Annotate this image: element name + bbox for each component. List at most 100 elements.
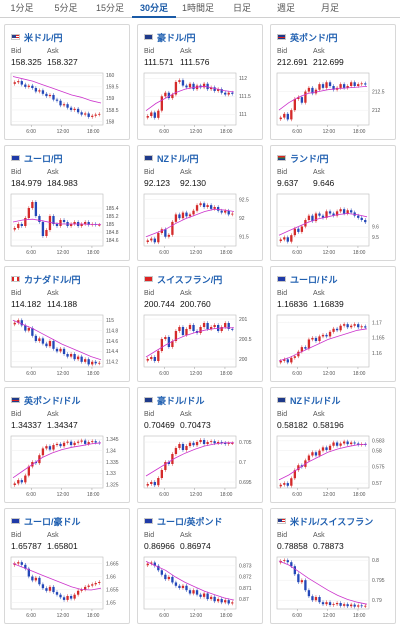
candle-body — [202, 83, 206, 88]
ask-value: 0.58196 — [313, 420, 344, 430]
x-tick-label: 18:00 — [87, 371, 100, 377]
currency-card-6[interactable]: カナダドル/円 Bid Ask 114.182 114.188 115 114.8 114.6… — [4, 266, 130, 382]
tab-15min[interactable]: 15分足 — [95, 3, 124, 13]
candle-body — [27, 568, 31, 577]
tab-daily[interactable]: 日足 — [232, 3, 251, 13]
bid-label: Bid — [11, 48, 22, 55]
flag-us-icon — [277, 518, 286, 524]
currency-card-8[interactable]: ユーロ/ドル Bid Ask 1.16836 1.16839 1.17 1.165 1.16 6… — [270, 266, 396, 382]
pair-name: 英ポンド/ドル — [24, 395, 81, 406]
pair-title-link[interactable]: 英ポンド/ドル — [11, 394, 81, 406]
candle-body — [328, 445, 332, 450]
flag-nz-icon — [277, 397, 286, 403]
tab-1hour[interactable]: 1時間足 — [181, 3, 214, 13]
candle-body — [181, 444, 185, 450]
tab-monthly[interactable]: 月足 — [320, 3, 339, 13]
candle-body — [38, 90, 41, 92]
currency-card-3[interactable]: ユーロ/円 Bid Ask 184.979 184.983 185.4 185.2 185 18… — [4, 145, 130, 261]
candle-body — [314, 597, 318, 601]
candle-body — [318, 336, 321, 341]
currency-card-4[interactable]: NZドル/円 Bid Ask 92.123 92.130 92.5 92 91.5 6:00 12… — [137, 145, 263, 261]
x-tick-label: 12:00 — [190, 613, 203, 619]
x-tick-label: 12:00 — [57, 492, 70, 498]
currency-card-7[interactable]: スイスフラン/円 Bid Ask 200.744 200.760 201 200.5 200 6… — [137, 266, 263, 382]
currency-card-9[interactable]: 英ポンド/ドル Bid Ask 1.34337 1.34347 1.345 1.34 1.33… — [4, 387, 130, 503]
candle-body — [357, 605, 360, 607]
candle-body — [174, 582, 178, 586]
bid-label: Bid — [277, 411, 288, 418]
pair-title-link[interactable]: カナダドル/円 — [11, 273, 81, 285]
candle-body — [98, 581, 101, 583]
tab-5min[interactable]: 5分足 — [54, 3, 78, 13]
candle-body — [98, 113, 101, 115]
candle-body — [213, 441, 216, 444]
bid-value: 0.86966 — [144, 541, 175, 551]
candle-body — [328, 331, 332, 337]
pair-name: 豪ドル/円 — [157, 32, 196, 43]
pair-title-link[interactable]: 豪ドル/ドル — [144, 394, 205, 406]
y-tick-label: 9.6 — [372, 224, 379, 230]
candle-body — [314, 452, 318, 456]
currency-card-14[interactable]: 米ドル/スイスフラン Bid Ask 0.78858 0.78873 0.8 0.795 0.… — [270, 508, 396, 624]
pair-title-link[interactable]: 豪ドル/円 — [144, 31, 196, 43]
candle-body — [157, 478, 160, 486]
pair-title-link[interactable]: NZドル/ドル — [277, 394, 341, 406]
candle-body — [171, 341, 174, 347]
candle-body — [279, 239, 282, 242]
candle-body — [297, 351, 300, 357]
candle-body — [146, 563, 149, 566]
y-tick-label: 112 — [239, 76, 247, 82]
pair-title-link[interactable]: ユーロ/ドル — [277, 273, 338, 285]
x-tick-label: 18:00 — [220, 250, 233, 256]
currency-card-1[interactable]: 豪ドル/円 Bid Ask 111.571 111.576 112 111.5 111 6:00… — [137, 24, 263, 140]
price-chart: 1.665 1.66 1.655 1.65 6:00 12:00 18:00 — [10, 556, 119, 619]
x-tick-label: 18:00 — [220, 371, 233, 377]
pair-title-link[interactable]: NZドル/円 — [144, 152, 199, 164]
currency-card-12[interactable]: ユーロ/豪ドル Bid Ask 1.65787 1.65801 1.665 1.66 1.65… — [4, 508, 130, 624]
pair-title-link[interactable]: ランド/円 — [277, 152, 329, 164]
y-tick-label: 160 — [106, 73, 115, 79]
ask-label: Ask — [180, 169, 192, 176]
candle-body — [224, 92, 227, 95]
tab-30min[interactable]: 30分足 — [132, 0, 176, 18]
candle-body — [34, 577, 38, 581]
currency-card-0[interactable]: 米ドル/円 Bid Ask 158.325 158.327 160 159.5 159 158.… — [4, 24, 130, 140]
candle-body — [153, 238, 156, 243]
x-tick-label: 12:00 — [323, 250, 336, 256]
y-tick-label: 1.34 — [106, 448, 116, 454]
pair-title-link[interactable]: 英ポンド/円 — [277, 31, 338, 43]
pair-title-link[interactable]: ユーロ/英ポンド — [144, 515, 223, 527]
candle-body — [342, 604, 346, 606]
currency-card-11[interactable]: NZドル/ドル Bid Ask 0.58182 0.58196 0.583 0.58 0.57… — [270, 387, 396, 503]
bid-value: 1.34337 — [11, 420, 42, 430]
candle-body — [178, 214, 181, 219]
tab-weekly[interactable]: 週足 — [276, 3, 295, 13]
pair-title-link[interactable]: ユーロ/円 — [11, 152, 63, 164]
pair-title-link[interactable]: 米ドル/スイスフラン — [277, 515, 373, 527]
currency-card-10[interactable]: 豪ドル/ドル Bid Ask 0.70469 0.70473 0.705 0.7 0.695 6… — [137, 387, 263, 503]
tab-1min[interactable]: 1分足 — [10, 3, 34, 13]
pair-title-link[interactable]: スイスフラン/円 — [144, 273, 222, 285]
y-tick-label: 91.5 — [239, 235, 249, 241]
x-tick-label: 12:00 — [323, 492, 336, 498]
candle-body — [202, 203, 206, 207]
bid-label: Bid — [144, 290, 155, 297]
x-tick-label: 18:00 — [220, 613, 233, 619]
candle-body — [80, 356, 83, 362]
candle-body — [76, 356, 80, 360]
y-tick-label: 1.655 — [106, 587, 119, 593]
candle-body — [91, 441, 94, 443]
y-tick-label: 111 — [239, 112, 247, 118]
y-tick-label: 1.345 — [106, 437, 119, 443]
currency-card-2[interactable]: 英ポンド/円 Bid Ask 212.691 212.699 212.5 212 6:00 12… — [270, 24, 396, 140]
currency-card-13[interactable]: ユーロ/英ポンド Bid Ask 0.86966 0.86974 0.873 0.872 0.… — [137, 508, 263, 624]
currency-card-5[interactable]: ランド/円 Bid Ask 9.637 9.646 9.6 9.5 6:00 12:00 18:0… — [270, 145, 396, 261]
candle-body — [76, 441, 80, 443]
pair-title-link[interactable]: 米ドル/円 — [11, 31, 63, 43]
pair-title-link[interactable]: ユーロ/豪ドル — [11, 515, 81, 527]
candle-body — [62, 597, 66, 600]
y-tick-label: 0.695 — [239, 480, 252, 486]
candle-body — [346, 324, 349, 328]
ask-value: 212.699 — [313, 57, 344, 67]
candle-body — [290, 110, 293, 120]
